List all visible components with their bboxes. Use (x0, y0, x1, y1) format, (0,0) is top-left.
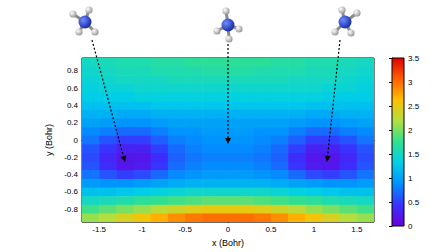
svg-text:0.4: 0.4 (67, 101, 79, 110)
svg-text:2.5: 2.5 (408, 102, 420, 111)
svg-text:0: 0 (408, 222, 413, 231)
svg-text:1: 1 (312, 225, 317, 234)
svg-text:3: 3 (408, 78, 413, 87)
svg-text:0: 0 (74, 136, 79, 145)
svg-text:0.2: 0.2 (67, 118, 79, 127)
svg-text:0: 0 (226, 225, 231, 234)
svg-text:x (Bohr): x (Bohr) (212, 238, 244, 248)
svg-text:1.5: 1.5 (408, 150, 420, 159)
svg-text:-0.2: -0.2 (64, 153, 78, 162)
svg-text:0.6: 0.6 (67, 84, 79, 93)
svg-text:3.5: 3.5 (408, 54, 420, 63)
svg-text:2: 2 (408, 126, 413, 135)
svg-text:-0.6: -0.6 (64, 187, 78, 196)
svg-text:1: 1 (408, 174, 413, 183)
svg-text:-0.8: -0.8 (64, 205, 78, 214)
svg-text:-1: -1 (139, 225, 147, 234)
svg-text:0.5: 0.5 (408, 198, 420, 207)
svg-text:-0.5: -0.5 (178, 225, 192, 234)
svg-text:-1.5: -1.5 (92, 225, 106, 234)
svg-text:0.5: 0.5 (265, 225, 277, 234)
svg-text:-0.4: -0.4 (64, 170, 78, 179)
svg-text:0.8: 0.8 (67, 66, 79, 75)
svg-text:1.5: 1.5 (351, 225, 363, 234)
svg-text:y (Bohr): y (Bohr) (44, 124, 54, 156)
